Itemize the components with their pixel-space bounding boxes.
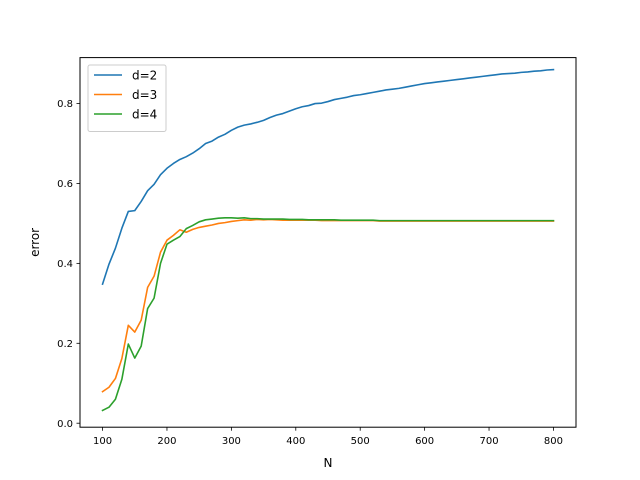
x-axis-label: N bbox=[324, 456, 333, 470]
legend-box bbox=[87, 64, 167, 132]
legend-label-2: d=3 bbox=[132, 88, 157, 102]
y-tick-label: 0.4 bbox=[57, 259, 73, 270]
legend-label-3: d=4 bbox=[132, 108, 157, 122]
y-tick-label: 0.8 bbox=[57, 99, 73, 110]
x-tick-label: 700 bbox=[479, 436, 498, 447]
x-tick-label: 800 bbox=[544, 436, 563, 447]
x-axis: 100 200 300 400 500 600 700 800 bbox=[93, 427, 563, 447]
x-tick-label: 600 bbox=[415, 436, 434, 447]
x-tick-label: 100 bbox=[93, 436, 112, 447]
y-axis-label: error bbox=[28, 228, 42, 257]
legend: d=2 d=3 d=4 bbox=[87, 64, 167, 132]
series-line-1 bbox=[101, 68, 555, 286]
y-tick-label: 0.0 bbox=[57, 419, 73, 430]
x-tick-label: 500 bbox=[351, 436, 370, 447]
series-line-3 bbox=[101, 217, 555, 412]
plot-frame bbox=[79, 57, 577, 428]
series-layer bbox=[101, 68, 555, 412]
y-tick-label: 0.6 bbox=[57, 179, 73, 190]
x-tick-label: 300 bbox=[222, 436, 241, 447]
y-axis: 0.0 0.2 0.4 0.6 0.8 bbox=[57, 99, 80, 430]
x-tick-label: 400 bbox=[286, 436, 305, 447]
y-tick-label: 0.2 bbox=[57, 339, 73, 350]
x-tick-label: 200 bbox=[157, 436, 176, 447]
legend-label-1: d=2 bbox=[132, 69, 157, 83]
